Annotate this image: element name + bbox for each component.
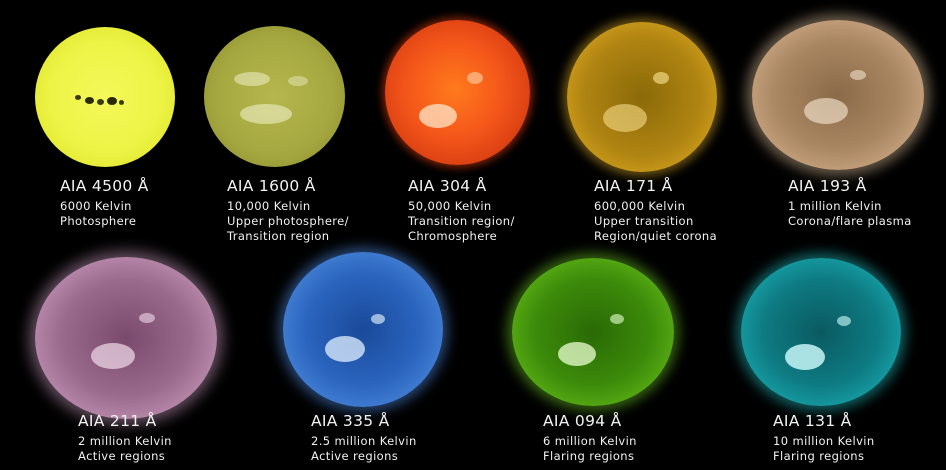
- caption-region-cont: Transition region: [227, 228, 330, 243]
- sunspot: [97, 99, 104, 105]
- caption-title: AIA 211 Å: [78, 412, 157, 430]
- active-region: [603, 104, 647, 132]
- caption-region: Upper transition: [594, 213, 694, 228]
- caption-aia-304: AIA 304 Å 50,000 Kelvin Transition regio…: [408, 177, 515, 244]
- active-region: [653, 72, 669, 84]
- caption-region-cont: Chromosphere: [408, 228, 498, 243]
- caption-region: Active regions: [78, 448, 166, 463]
- caption-temperature: 6 million Kelvin: [543, 433, 637, 448]
- active-region: [610, 314, 624, 324]
- caption-region: Photosphere: [60, 213, 137, 228]
- active-region: [325, 336, 365, 362]
- caption-temperature: 50,000 Kelvin: [408, 198, 492, 213]
- caption-aia-094: AIA 094 Å 6 million Kelvin Flaring regio…: [543, 412, 637, 464]
- active-region: [804, 98, 848, 124]
- caption-temperature: 10,000 Kelvin: [227, 198, 311, 213]
- sun-image-aia-304: [385, 20, 530, 165]
- sunspot: [85, 97, 94, 104]
- active-region: [837, 316, 851, 326]
- caption-title: AIA 171 Å: [594, 177, 673, 195]
- sun-image-aia-131: [741, 258, 901, 406]
- caption-temperature: 2.5 million Kelvin: [311, 433, 417, 448]
- sun-image-aia-1600: [204, 26, 345, 167]
- caption-title: AIA 094 Å: [543, 412, 622, 430]
- caption-region: Transition region/: [408, 213, 515, 228]
- caption-region: Upper photosphere/: [227, 213, 349, 228]
- caption-temperature: 1 million Kelvin: [788, 198, 882, 213]
- active-region: [91, 343, 135, 369]
- active-region: [234, 72, 270, 86]
- caption-title: AIA 335 Å: [311, 412, 390, 430]
- sunspot: [75, 95, 81, 100]
- caption-aia-4500: AIA 4500 Å 6000 Kelvin Photosphere: [60, 177, 149, 229]
- sun-image-aia-171: [567, 22, 717, 172]
- caption-region: Flaring regions: [773, 448, 865, 463]
- active-region: [419, 104, 457, 128]
- sunspot: [119, 100, 124, 105]
- caption-title: AIA 131 Å: [773, 412, 852, 430]
- sun-image-aia-335: [283, 252, 443, 407]
- sun-image-aia-211: [35, 257, 217, 419]
- caption-title: AIA 4500 Å: [60, 177, 149, 195]
- caption-temperature: 2 million Kelvin: [78, 433, 172, 448]
- caption-aia-211: AIA 211 Å 2 million Kelvin Active region…: [78, 412, 172, 464]
- sun-image-aia-094: [512, 258, 674, 406]
- caption-temperature: 600,000 Kelvin: [594, 198, 686, 213]
- caption-aia-131: AIA 131 Å 10 million Kelvin Flaring regi…: [773, 412, 875, 464]
- caption-aia-335: AIA 335 Å 2.5 million Kelvin Active regi…: [311, 412, 417, 464]
- active-region: [371, 314, 385, 324]
- active-region: [467, 72, 483, 84]
- caption-region-cont: Region/quiet corona: [594, 228, 718, 243]
- caption-title: AIA 304 Å: [408, 177, 487, 195]
- caption-aia-193: AIA 193 Å 1 million Kelvin Corona/flare …: [788, 177, 912, 229]
- caption-temperature: 10 million Kelvin: [773, 433, 875, 448]
- caption-aia-1600: AIA 1600 Å 10,000 Kelvin Upper photosphe…: [227, 177, 349, 244]
- active-region: [240, 104, 292, 124]
- caption-region: Flaring regions: [543, 448, 635, 463]
- active-region: [139, 313, 155, 323]
- caption-region: Corona/flare plasma: [788, 213, 912, 228]
- active-region: [850, 70, 866, 80]
- active-region: [288, 76, 308, 86]
- active-region: [558, 342, 596, 366]
- caption-temperature: 6000 Kelvin: [60, 198, 132, 213]
- sun-image-aia-193: [752, 20, 924, 170]
- caption-title: AIA 1600 Å: [227, 177, 316, 195]
- caption-aia-171: AIA 171 Å 600,000 Kelvin Upper transitio…: [594, 177, 718, 244]
- caption-title: AIA 193 Å: [788, 177, 867, 195]
- caption-region: Active regions: [311, 448, 399, 463]
- active-region: [785, 344, 825, 370]
- sunspot: [107, 97, 117, 105]
- sun-image-aia-4500: [35, 27, 175, 167]
